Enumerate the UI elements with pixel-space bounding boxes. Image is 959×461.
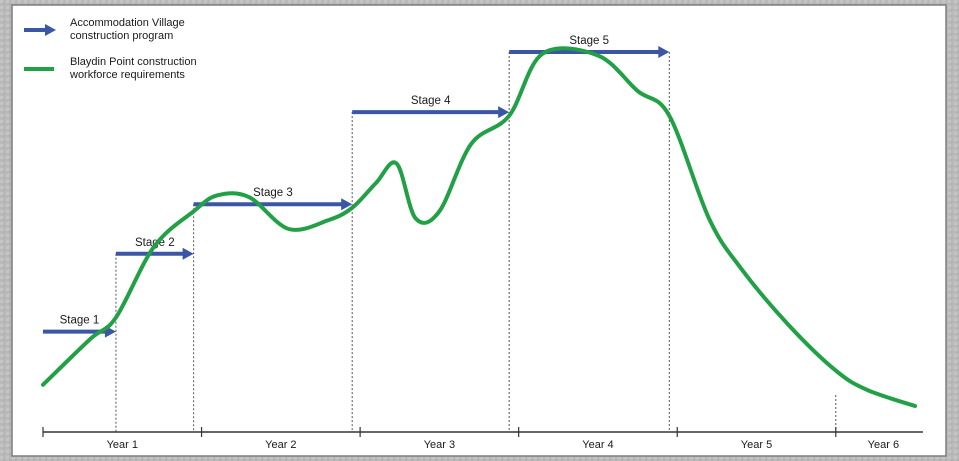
stage-label-1: Stage 1 (60, 315, 100, 327)
x-tick-label: Year 1 (107, 439, 138, 451)
x-tick-label: Year 6 (868, 439, 899, 451)
legend-label-line1: Accommodation Village (70, 17, 185, 29)
legend-arrow-swatch-head (45, 24, 56, 36)
legend-label-line1: Blaydin Point construction (70, 56, 197, 68)
stage-arrow-3 (193, 198, 353, 211)
x-tick-label: Year 3 (424, 439, 455, 451)
x-tick-label: Year 2 (265, 439, 296, 451)
stage-label-3: Stage 3 (253, 187, 293, 199)
stage-arrow-2-head (182, 247, 194, 260)
stage-arrow-4-head (498, 106, 510, 119)
stage-label-5: Stage 5 (569, 35, 609, 47)
stage-guides (115, 52, 837, 432)
workforce-series (41, 46, 918, 408)
x-axis: Year 1 Year 2 Year 3 Year 4 Year 5 Year 6 (42, 427, 923, 451)
stage-arrow-3-head (341, 198, 353, 211)
legend-label-line2: construction program (70, 30, 173, 42)
stage-arrow-4 (352, 106, 510, 119)
legend-label-line2: workforce requirements (69, 69, 185, 81)
stage-arrow-5-head (658, 46, 670, 58)
workforce-line (41, 46, 918, 408)
x-tick-label: Year 4 (582, 439, 613, 451)
stage-label-4: Stage 4 (411, 95, 451, 107)
x-tick-label: Year 5 (741, 439, 772, 451)
legend-arrow-swatch (24, 24, 56, 36)
